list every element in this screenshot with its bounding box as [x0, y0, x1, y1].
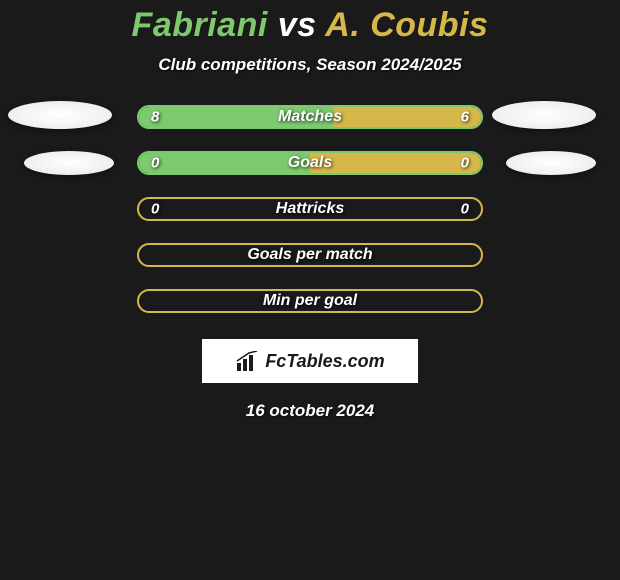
stat-label: Hattricks: [276, 200, 344, 218]
stat-row: Hattricks 0 0: [0, 197, 620, 221]
stat-bar: Matches 8 6: [137, 105, 483, 129]
player1-name: Fabriani: [132, 6, 268, 44]
stats-rows: Matches 8 6 Goals 0 0 Hattricks 0 0 Goals per mat…: [0, 105, 620, 313]
brand-text: FcTables.com: [265, 351, 384, 372]
subtitle: Club competitions, Season 2024/2025: [158, 55, 461, 75]
stat-bar: Hattricks 0 0: [137, 197, 483, 221]
decorative-ellipse: [492, 101, 596, 129]
stat-label: Goals: [288, 154, 332, 172]
stat-bar-right: [334, 107, 481, 127]
stat-value-right: 0: [461, 155, 469, 172]
stat-bar-left: [139, 153, 310, 173]
vs-label: vs: [278, 6, 317, 44]
stat-value-right: 6: [461, 109, 469, 126]
stat-value-right: 0: [461, 201, 469, 218]
stat-bar: Goals per match: [137, 243, 483, 267]
decorative-ellipse: [24, 151, 114, 175]
stat-value-left: 0: [151, 155, 159, 172]
stat-bar-right: [310, 153, 481, 173]
stat-row: Goals per match: [0, 243, 620, 267]
stat-label: Matches: [278, 108, 342, 126]
player2-name: A. Coubis: [325, 6, 488, 44]
decorative-ellipse: [8, 101, 112, 129]
brand-chart-icon: [235, 351, 259, 371]
date-label: 16 october 2024: [246, 401, 375, 421]
stat-row: Min per goal: [0, 289, 620, 313]
decorative-ellipse: [506, 151, 596, 175]
brand-box: FcTables.com: [202, 339, 418, 383]
stat-bar: Min per goal: [137, 289, 483, 313]
stat-value-left: 8: [151, 109, 159, 126]
comparison-title: Fabriani vs A. Coubis: [132, 6, 489, 45]
stat-bar: Goals 0 0: [137, 151, 483, 175]
stat-value-left: 0: [151, 201, 159, 218]
stat-label: Min per goal: [263, 292, 357, 310]
stat-label: Goals per match: [247, 246, 372, 264]
